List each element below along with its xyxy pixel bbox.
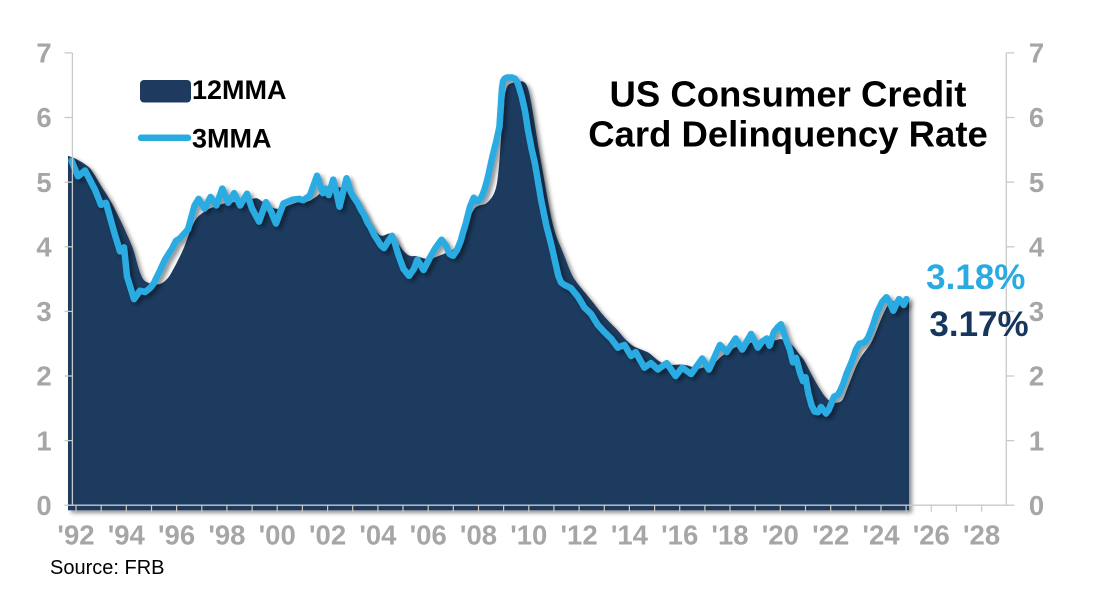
svg-text:3: 3 xyxy=(1029,296,1044,327)
svg-text:4: 4 xyxy=(36,232,52,263)
svg-text:'06: '06 xyxy=(410,520,447,551)
svg-text:'22: '22 xyxy=(812,520,849,551)
svg-text:'98: '98 xyxy=(208,520,245,551)
svg-text:5: 5 xyxy=(1029,167,1044,198)
svg-text:'04: '04 xyxy=(359,520,397,551)
svg-text:2: 2 xyxy=(1029,361,1044,392)
svg-text:'20: '20 xyxy=(762,520,799,551)
svg-text:3MMA: 3MMA xyxy=(192,124,272,154)
svg-text:'18: '18 xyxy=(711,520,748,551)
svg-text:Source: FRB: Source: FRB xyxy=(50,557,164,579)
svg-text:3.17%: 3.17% xyxy=(929,305,1028,344)
svg-text:6: 6 xyxy=(1029,102,1044,133)
svg-text:2: 2 xyxy=(36,361,51,392)
svg-text:'10: '10 xyxy=(510,520,547,551)
svg-text:US Consumer Credit: US Consumer Credit xyxy=(610,74,967,115)
svg-text:'16: '16 xyxy=(661,520,698,551)
svg-text:'12: '12 xyxy=(561,520,598,551)
svg-text:'94: '94 xyxy=(108,520,146,551)
svg-text:3.18%: 3.18% xyxy=(926,258,1025,297)
svg-text:1: 1 xyxy=(1029,425,1044,456)
svg-text:'02: '02 xyxy=(309,520,346,551)
svg-text:7: 7 xyxy=(36,38,51,69)
svg-text:3: 3 xyxy=(36,296,51,327)
svg-text:7: 7 xyxy=(1029,38,1044,69)
svg-text:6: 6 xyxy=(36,102,51,133)
svg-text:'14: '14 xyxy=(611,520,649,551)
svg-text:Card Delinquency Rate: Card Delinquency Rate xyxy=(588,114,988,155)
svg-text:'92: '92 xyxy=(57,520,94,551)
svg-text:0: 0 xyxy=(36,490,51,521)
svg-text:'08: '08 xyxy=(460,520,497,551)
svg-text:'28: '28 xyxy=(963,520,1000,551)
svg-text:'00: '00 xyxy=(259,520,296,551)
svg-text:4: 4 xyxy=(1029,232,1045,263)
svg-text:1: 1 xyxy=(36,425,51,456)
svg-text:12MMA: 12MMA xyxy=(192,75,287,105)
svg-text:'26: '26 xyxy=(913,520,950,551)
svg-text:'96: '96 xyxy=(158,520,195,551)
svg-text:0: 0 xyxy=(1029,490,1044,521)
svg-text:'24: '24 xyxy=(862,520,900,551)
svg-text:5: 5 xyxy=(36,167,51,198)
